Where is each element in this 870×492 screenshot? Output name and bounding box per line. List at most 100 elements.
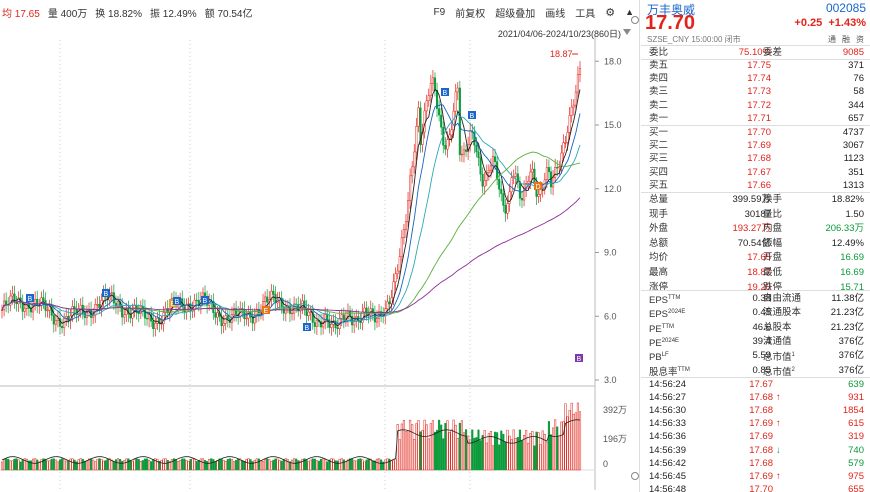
- volume-bar: [5, 458, 8, 471]
- volume-bar: [282, 458, 285, 471]
- volume-bar: [450, 429, 453, 471]
- volume-bar: [458, 422, 461, 471]
- volume-bar: [322, 458, 325, 471]
- candle-body: [15, 302, 18, 305]
- volume-bar: [15, 458, 18, 471]
- candle-body: [491, 156, 495, 167]
- tools-button[interactable]: 工具: [575, 8, 596, 20]
- volume-bar: [235, 459, 238, 471]
- candle-body: [92, 314, 95, 318]
- volume-bar: [297, 460, 300, 471]
- chart-scrollbar[interactable]: [630, 10, 640, 488]
- volume-bar: [467, 435, 470, 471]
- stat-value: 19.20: [747, 281, 771, 293]
- arrow-up-icon[interactable]: ▲: [625, 7, 634, 17]
- candle-body: [516, 173, 519, 183]
- candle-body: [400, 237, 403, 257]
- scroll-down-icon[interactable]: [631, 472, 639, 480]
- bid-row-1[interactable]: 买一 17.70 4737: [641, 126, 870, 139]
- candle-body: [413, 151, 416, 168]
- candle-body: [214, 312, 217, 318]
- candle-body: [154, 322, 157, 329]
- bid-row-3[interactable]: 买三 17.68 1123: [641, 152, 870, 165]
- volume-bar: [160, 460, 163, 471]
- volume-bar: [444, 423, 447, 471]
- fund-value: 11.38亿: [831, 293, 864, 304]
- chart-topbar: 均 17.65 量 400万 换 18.82% 振 12.49% 额 70.54…: [0, 0, 640, 24]
- volume-bar: [527, 442, 530, 471]
- volume-bar: [465, 429, 468, 471]
- ask-row-2[interactable]: 卖二 17.72 344: [641, 99, 870, 112]
- candle-body: [162, 312, 165, 324]
- candle-body: [232, 308, 236, 315]
- candle-body: [235, 308, 238, 315]
- volume-bar: [365, 459, 368, 471]
- volume-bar: [137, 459, 140, 471]
- volume-bar: [452, 419, 455, 471]
- candle-body: [46, 309, 49, 312]
- candle-body: [245, 317, 248, 320]
- candle-body: [444, 145, 447, 150]
- candle-body: [216, 312, 219, 318]
- volume-bar: [201, 458, 205, 471]
- candle-body: [456, 87, 459, 93]
- candle-body: [326, 314, 329, 320]
- draw-button[interactable]: 画线: [545, 8, 566, 20]
- separator: [641, 59, 870, 60]
- volume-bar: [529, 433, 532, 471]
- ma5-line: [1, 88, 581, 327]
- adjust-button[interactable]: 前复权: [455, 8, 486, 20]
- volume-bar: [181, 458, 184, 471]
- fund-value: 39.4: [752, 335, 772, 347]
- ask-row-4[interactable]: 卖四 17.74 76: [641, 72, 870, 85]
- ratio-row: 委比 75.10% 委差 9085: [641, 46, 870, 59]
- fund-value: 0.85: [752, 364, 772, 376]
- volume-bar: [123, 460, 126, 471]
- candle-body: [518, 181, 521, 199]
- volume-bar: [491, 445, 495, 471]
- settings-icon[interactable]: ⚙: [605, 6, 616, 19]
- bid-row-5[interactable]: 买五 17.66 1313: [641, 179, 870, 192]
- candle-body: [11, 293, 14, 297]
- ask-row-3[interactable]: 卖三 17.73 58: [641, 85, 870, 98]
- kline-chart-panel[interactable]: 18.0 15.0 12.0 9.0 6.0 3.0 392万 196万 0 18.87 B B E B B…: [0, 0, 640, 492]
- signal-marker: [201, 296, 209, 304]
- bid-row-4[interactable]: 买四 17.67 351: [641, 166, 870, 179]
- candle-body: [465, 149, 468, 152]
- volume-bar: [336, 460, 339, 471]
- volume-bar: [54, 459, 57, 471]
- volume-bar: [396, 424, 399, 471]
- candle-body: [166, 308, 169, 314]
- volume-bar: [131, 461, 134, 471]
- volume-bar: [332, 458, 335, 471]
- overlay-button[interactable]: 超级叠加: [495, 8, 536, 20]
- candle-body: [554, 167, 557, 178]
- volume-bar: [572, 413, 575, 471]
- candle-body: [23, 308, 26, 312]
- volume-bar: [489, 430, 492, 471]
- volume-bar: [556, 426, 559, 471]
- ask-row-5[interactable]: 卖五 17.75 371: [641, 59, 870, 72]
- ask-row-1-volume: 657: [848, 112, 864, 124]
- candle-body: [353, 321, 356, 326]
- volume-bar: [141, 460, 144, 471]
- candle-body: [458, 87, 461, 155]
- stock-name[interactable]: 万丰奥威: [647, 3, 696, 17]
- candle-body: [226, 315, 229, 320]
- stat-label: 总额: [649, 237, 669, 249]
- volume-bar: [127, 458, 130, 471]
- ask-row-1-label: 卖一: [649, 112, 669, 124]
- kline-chart[interactable]: 18.0 15.0 12.0 9.0 6.0 3.0 392万 196万 0 18.87 B B E B B…: [0, 0, 640, 492]
- volume-bar: [7, 458, 10, 471]
- candle-body: [425, 100, 428, 112]
- volume-bar: [485, 442, 488, 471]
- ask-row-1[interactable]: 卖一 17.71 657: [641, 112, 870, 125]
- scroll-up-icon[interactable]: [631, 16, 639, 24]
- volume-bar: [276, 458, 279, 471]
- volume-bar: [212, 459, 215, 471]
- volume-bar: [61, 458, 64, 471]
- volume-bar: [520, 440, 524, 471]
- bid-row-2[interactable]: 买二 17.69 3067: [641, 139, 870, 152]
- f9-button[interactable]: F9: [433, 6, 446, 18]
- lock-icon[interactable]: [623, 29, 631, 35]
